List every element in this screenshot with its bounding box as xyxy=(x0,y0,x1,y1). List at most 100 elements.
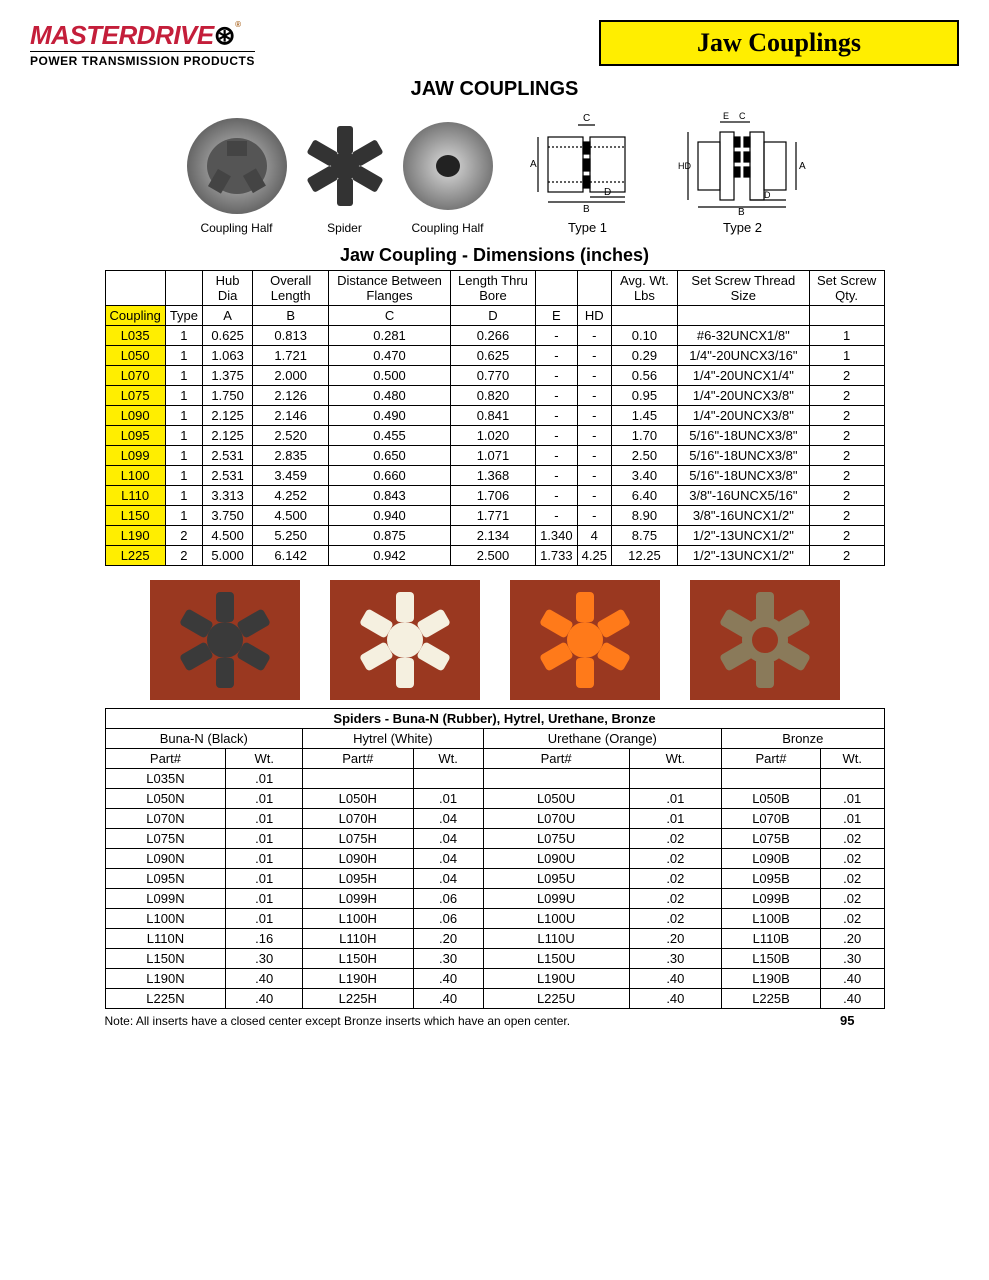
table-cell: 6.142 xyxy=(253,546,329,566)
dimensions-table: Hub DiaOverall LengthDistance Between Fl… xyxy=(105,270,885,566)
coupling-half-label-1: Coupling Half xyxy=(182,221,292,235)
table-cell: .01 xyxy=(629,789,721,809)
table-cell: .01 xyxy=(226,909,303,929)
table-cell: - xyxy=(536,366,578,386)
table-cell: .20 xyxy=(629,929,721,949)
spiders-col-header: Part# xyxy=(105,749,226,769)
table-cell: 1.706 xyxy=(450,486,535,506)
table-cell: 2.531 xyxy=(203,446,253,466)
table-cell: L100U xyxy=(483,909,629,929)
dims-header-top: Hub Dia xyxy=(203,271,253,306)
table-cell: .20 xyxy=(820,929,884,949)
table-cell: L090U xyxy=(483,849,629,869)
dims-header-bot: HD xyxy=(577,306,611,326)
table-cell: 0.490 xyxy=(329,406,451,426)
table-cell: 4.252 xyxy=(253,486,329,506)
table-cell: L050N xyxy=(105,789,226,809)
dims-header-bot xyxy=(677,306,809,326)
table-cell: - xyxy=(536,346,578,366)
table-cell: 1.375 xyxy=(203,366,253,386)
table-row: L035N.01 xyxy=(105,769,884,789)
table-cell: 4.500 xyxy=(203,526,253,546)
dims-header-top xyxy=(105,271,165,306)
table-cell: L110U xyxy=(483,929,629,949)
table-cell: 2.50 xyxy=(611,446,677,466)
table-cell: 1.733 xyxy=(536,546,578,566)
spiders-col-header: Wt. xyxy=(629,749,721,769)
table-row: L11013.3134.2520.8431.706--6.403/8"-16UN… xyxy=(105,486,884,506)
table-cell: .04 xyxy=(413,829,483,849)
table-cell: 1 xyxy=(165,426,202,446)
table-cell: 1 xyxy=(165,406,202,426)
table-cell: .40 xyxy=(629,989,721,1009)
table-cell: L050U xyxy=(483,789,629,809)
table-cell: L100B xyxy=(722,909,821,929)
table-cell: - xyxy=(536,446,578,466)
table-cell: - xyxy=(577,406,611,426)
svg-text:C: C xyxy=(739,111,746,121)
table-cell: 4 xyxy=(577,526,611,546)
table-cell: - xyxy=(577,326,611,346)
table-cell: .02 xyxy=(629,829,721,849)
table-cell: L150H xyxy=(303,949,414,969)
table-cell: - xyxy=(577,486,611,506)
table-cell: 1/2"-13UNCX1/2" xyxy=(677,546,809,566)
table-row: L15013.7504.5000.9401.771--8.903/8"-16UN… xyxy=(105,506,884,526)
table-cell: 1 xyxy=(165,506,202,526)
dims-header-top xyxy=(536,271,578,306)
table-cell: 2.134 xyxy=(450,526,535,546)
table-cell: 1 xyxy=(165,366,202,386)
page-number: 95 xyxy=(840,1013,854,1028)
table-cell: L110 xyxy=(105,486,165,506)
table-row: L050N.01L050H.01L050U.01L050B.01 xyxy=(105,789,884,809)
table-cell: .40 xyxy=(413,969,483,989)
table-cell: 0.625 xyxy=(450,346,535,366)
table-cell: .01 xyxy=(413,789,483,809)
table-cell: 2.520 xyxy=(253,426,329,446)
svg-text:C: C xyxy=(583,113,590,124)
table-cell: 2.125 xyxy=(203,406,253,426)
table-cell: 3.459 xyxy=(253,466,329,486)
table-cell: L090B xyxy=(722,849,821,869)
table-cell: L090N xyxy=(105,849,226,869)
spiders-table: Spiders - Buna-N (Rubber), Hytrel, Ureth… xyxy=(105,708,885,1009)
dims-header-bot: Coupling xyxy=(105,306,165,326)
table-cell: .04 xyxy=(413,869,483,889)
table-cell: 2 xyxy=(809,466,884,486)
table-cell: 0.841 xyxy=(450,406,535,426)
table-cell: 2 xyxy=(165,546,202,566)
table-cell: L099 xyxy=(105,446,165,466)
table-cell: .01 xyxy=(226,769,303,789)
table-cell: .30 xyxy=(226,949,303,969)
svg-text:B: B xyxy=(583,204,590,215)
spiders-col-header: Wt. xyxy=(820,749,884,769)
table-cell: L035 xyxy=(105,326,165,346)
spiders-group-header: Bronze xyxy=(722,729,884,749)
table-cell: 0.470 xyxy=(329,346,451,366)
table-cell: L070U xyxy=(483,809,629,829)
table-cell: 3.40 xyxy=(611,466,677,486)
brand-logo: MASTERDRIVE⊛® POWER TRANSMISSION PRODUCT… xyxy=(30,20,255,68)
table-cell: .30 xyxy=(820,949,884,969)
table-cell: 1.063 xyxy=(203,346,253,366)
spiders-col-header: Wt. xyxy=(413,749,483,769)
table-cell: 1 xyxy=(165,346,202,366)
table-row: L110N.16L110H.20L110U.20L110B.20 xyxy=(105,929,884,949)
footnote: Note: All inserts have a closed center e… xyxy=(105,1014,571,1028)
table-cell: L225N xyxy=(105,989,226,1009)
table-cell: 2.531 xyxy=(203,466,253,486)
table-cell: .40 xyxy=(226,969,303,989)
table-row: L150N.30L150H.30L150U.30L150B.30 xyxy=(105,949,884,969)
table-cell: L100 xyxy=(105,466,165,486)
table-cell xyxy=(413,769,483,789)
dims-title: Jaw Coupling - Dimensions (inches) xyxy=(30,245,959,266)
table-cell: 1.750 xyxy=(203,386,253,406)
brand-name: MASTERDRIVE xyxy=(30,20,214,50)
table-cell: 8.90 xyxy=(611,506,677,526)
table-cell: .02 xyxy=(629,869,721,889)
dims-header-bot: Type xyxy=(165,306,202,326)
table-cell: 5/16"-18UNCX3/8" xyxy=(677,466,809,486)
table-cell: 2 xyxy=(809,486,884,506)
table-cell: .02 xyxy=(629,889,721,909)
table-row: L07511.7502.1260.4800.820--0.951/4"-20UN… xyxy=(105,386,884,406)
